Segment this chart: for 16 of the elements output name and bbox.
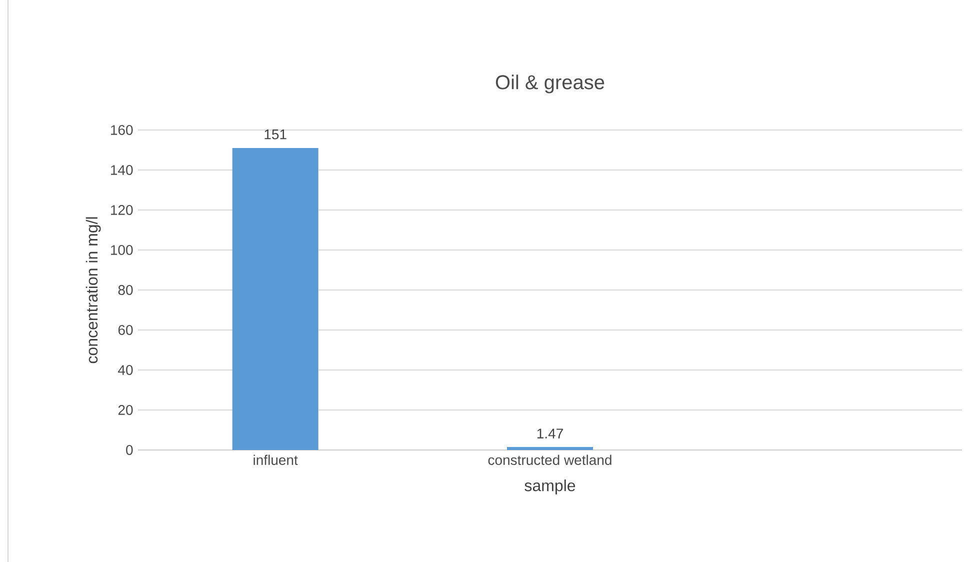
- x-tick-label: influent: [254, 454, 298, 466]
- y-tick-label: 100: [111, 245, 133, 255]
- y-tick-label: 0: [126, 445, 133, 455]
- y-tick-label: 40: [118, 365, 133, 375]
- data-label: 151: [264, 130, 286, 140]
- y-tick-label: 60: [118, 325, 133, 335]
- y-tick-label: 120: [111, 205, 133, 215]
- y-tick-label: 20: [118, 405, 133, 415]
- y-tick-label: 80: [118, 285, 133, 295]
- x-tick-label: constructed wetland: [488, 454, 612, 466]
- y-tick-label: 160: [111, 125, 133, 135]
- x-axis-title: sample: [524, 479, 576, 494]
- data-label: 1.47: [537, 428, 563, 438]
- y-tick-label: 140: [111, 165, 133, 175]
- chart-title: Oil & grease: [496, 74, 604, 94]
- y-axis-title: concentration in mg/l: [86, 217, 101, 364]
